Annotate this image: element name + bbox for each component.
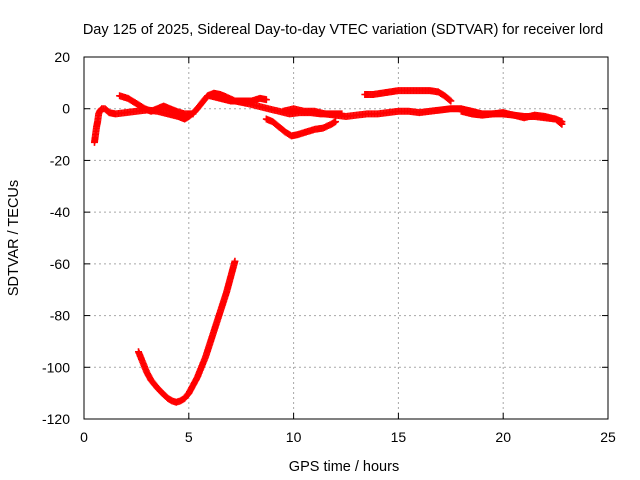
- data-point: [231, 257, 239, 265]
- data-point: [557, 119, 565, 127]
- series-arc-2: [116, 92, 197, 118]
- series-arc-3: [206, 92, 270, 105]
- series-arc-6: [361, 87, 455, 105]
- data-point: [447, 97, 455, 105]
- grid: [84, 57, 608, 419]
- y-axis-label: SDTVAR / TECUs: [6, 180, 22, 296]
- y-tick-label: 20: [54, 49, 70, 65]
- data-point: [332, 118, 340, 126]
- x-tick-label: 25: [600, 429, 616, 445]
- chart-title: Day 125 of 2025, Sidereal Day-to-day VTE…: [83, 22, 603, 38]
- series-arc-8: [134, 257, 239, 406]
- y-tick-label: -80: [50, 308, 70, 324]
- x-tick-label: 5: [185, 429, 193, 445]
- x-tick-label: 0: [80, 429, 88, 445]
- series-arc-7: [457, 107, 566, 128]
- data-point: [446, 96, 454, 104]
- series-arc-4: [262, 115, 340, 140]
- y-tick-label: 0: [62, 101, 70, 117]
- x-axis-label: GPS time / hours: [289, 459, 399, 475]
- x-tick-label: 20: [495, 429, 511, 445]
- y-tick-label: -40: [50, 204, 70, 220]
- y-tick-label: -100: [42, 359, 70, 375]
- data-point: [262, 96, 270, 104]
- x-tick-label: 15: [391, 429, 407, 445]
- plot-frame: [83, 56, 609, 420]
- axis-ticks: 20 0 -20 -40 -60 -80 -100 -120 0 5 10 15 20 25: [42, 49, 616, 445]
- y-tick-label: -120: [42, 411, 70, 427]
- data-point: [558, 120, 566, 128]
- y-tick-label: -60: [50, 256, 70, 272]
- x-tick-label: 10: [286, 429, 302, 445]
- y-tick-label: -20: [50, 152, 70, 168]
- data-points: [90, 87, 566, 406]
- data-point: [189, 110, 197, 118]
